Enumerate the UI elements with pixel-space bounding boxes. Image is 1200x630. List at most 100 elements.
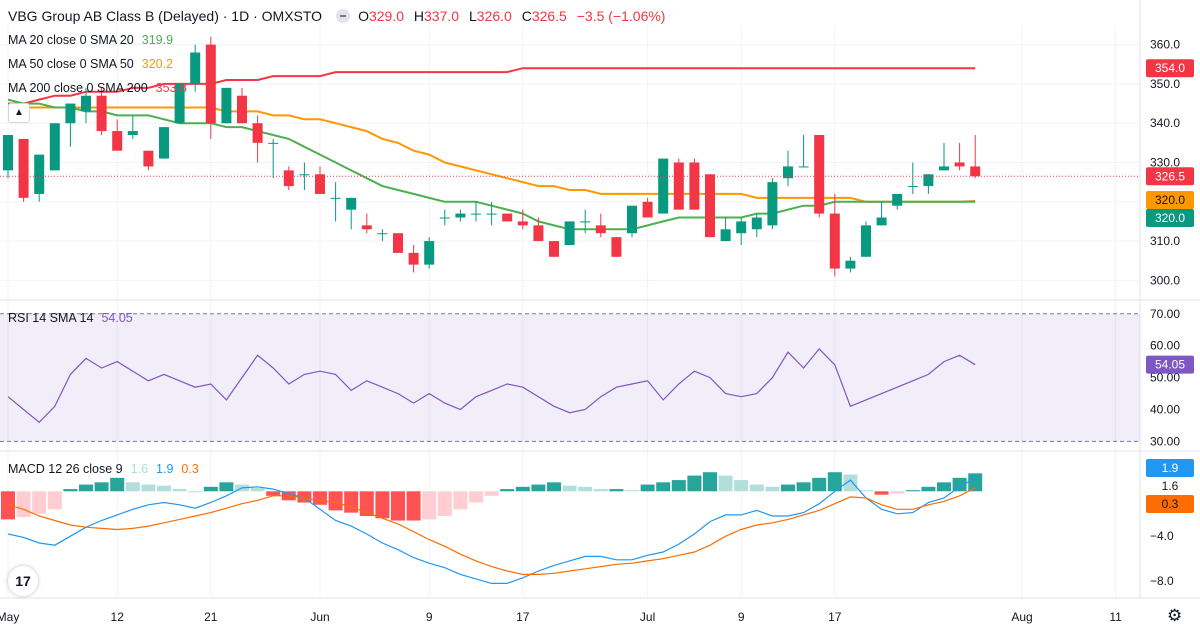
macd-hist-value: 1.6 bbox=[130, 462, 149, 476]
candle-body bbox=[127, 131, 138, 135]
ma20-legend[interactable]: MA 20 close 0 SMA 20 319.9 bbox=[8, 33, 173, 47]
candle-body bbox=[143, 150, 154, 167]
macd-hist-label: 1.6 bbox=[1146, 476, 1194, 495]
ma200-line bbox=[8, 67, 976, 105]
candle-body bbox=[829, 213, 840, 269]
rsi-band bbox=[0, 313, 1140, 442]
macd-bar bbox=[921, 486, 936, 492]
ma50-legend[interactable]: MA 50 close 0 SMA 50 320.2 bbox=[8, 57, 173, 71]
macd-bar bbox=[94, 482, 109, 492]
candle-body bbox=[112, 131, 123, 151]
macd-bar bbox=[859, 490, 873, 492]
ma50-line bbox=[8, 106, 976, 203]
rsi-value-label: 54.05 bbox=[1146, 355, 1194, 374]
macd-bar bbox=[781, 484, 795, 492]
candle-body bbox=[159, 127, 169, 159]
last-price-label: 326.5 bbox=[1146, 167, 1194, 186]
macd-bar bbox=[515, 486, 530, 492]
candle-body bbox=[49, 123, 60, 171]
macd-bar bbox=[937, 482, 951, 492]
ma20-price-label: 320.0 bbox=[1146, 209, 1194, 227]
macd-bar bbox=[203, 486, 218, 492]
macd-bar bbox=[172, 489, 187, 492]
candle-body bbox=[393, 233, 403, 253]
time-tick-label: May bbox=[0, 610, 19, 624]
candle-body bbox=[408, 252, 419, 265]
macd-bar bbox=[188, 491, 203, 493]
candle-body bbox=[845, 260, 856, 269]
macd-bar bbox=[375, 491, 390, 519]
macd-bar bbox=[547, 482, 561, 492]
macd-line-label-bg bbox=[1146, 458, 1194, 477]
ma50-label: MA 50 close 0 SMA 50 bbox=[8, 57, 134, 71]
candle-body bbox=[65, 103, 76, 124]
macd-bar bbox=[297, 491, 312, 503]
candle-body bbox=[954, 162, 965, 167]
candle-body bbox=[595, 225, 606, 234]
macd-signal-label-text: 0.3 bbox=[1162, 497, 1179, 511]
ma20-value: 319.9 bbox=[141, 33, 174, 47]
macd-bar bbox=[266, 491, 281, 496]
macd-bar bbox=[952, 477, 967, 492]
macd-bar bbox=[500, 489, 515, 492]
candle-body bbox=[673, 162, 684, 210]
macd-hist-label-text: 1.6 bbox=[1162, 479, 1179, 493]
candle-body bbox=[174, 83, 185, 124]
candle-body bbox=[486, 213, 497, 215]
macd-bar bbox=[812, 477, 827, 492]
candle-body bbox=[580, 221, 591, 223]
ma200-value: 353.8 bbox=[155, 81, 187, 95]
candle-body bbox=[315, 174, 325, 194]
macd-bar bbox=[453, 491, 468, 510]
macd-bar bbox=[328, 491, 343, 511]
candle-body bbox=[611, 237, 622, 257]
ma20-price-label-text: 320.0 bbox=[1155, 211, 1185, 225]
macd-bar bbox=[422, 491, 437, 520]
tradingview-logo-icon[interactable]: 17 bbox=[8, 566, 38, 596]
hide-legend-icon[interactable] bbox=[336, 9, 351, 23]
macd-bar bbox=[593, 489, 608, 492]
macd-bar bbox=[219, 482, 234, 492]
candle-body bbox=[424, 241, 435, 265]
candle-body bbox=[658, 158, 669, 214]
macd-signal-label-bg bbox=[1146, 494, 1194, 513]
macd-bar bbox=[687, 475, 702, 492]
chart-title: VBG Group AB Class B (Delayed) · 1D · OM… bbox=[8, 8, 323, 24]
price-tick-label: 350.0 bbox=[1150, 77, 1180, 91]
macd-line bbox=[7, 477, 976, 585]
last-price-label-text: 326.5 bbox=[1155, 169, 1185, 183]
macd-bar bbox=[125, 482, 140, 492]
candle-body bbox=[861, 225, 871, 257]
macd-bar bbox=[63, 489, 78, 492]
time-tick-label: 21 bbox=[204, 610, 218, 624]
rsi-value: 54.05 bbox=[101, 311, 133, 325]
candle-body bbox=[190, 52, 201, 84]
macd-bar bbox=[609, 489, 624, 492]
macd-line-label: 1.9 bbox=[1146, 458, 1194, 477]
ma20-price-label-bg bbox=[1146, 209, 1194, 227]
candle-body bbox=[751, 217, 762, 230]
macd-tick-label: −8.0 bbox=[1150, 574, 1174, 588]
ma200-price-label-text: 354.0 bbox=[1155, 61, 1185, 75]
rsi-legend[interactable]: RSI 14 SMA 14 54.05 bbox=[8, 311, 133, 325]
macd-bar bbox=[391, 491, 405, 521]
time-tick-label: 12 bbox=[111, 610, 125, 624]
price-tick-label: 300.0 bbox=[1150, 273, 1180, 287]
macd-legend[interactable]: MACD 12 26 close 9 1.6 1.9 0.3 bbox=[8, 462, 199, 476]
gear-icon[interactable]: ⚙ bbox=[1167, 606, 1183, 625]
candle-body bbox=[517, 221, 528, 226]
macd-bar bbox=[359, 491, 374, 517]
macd-histogram bbox=[1, 472, 983, 521]
macd-bar bbox=[874, 491, 889, 495]
rsi-tick-label: 50.00 bbox=[1150, 371, 1180, 385]
ma50-price-label-text: 320.0 bbox=[1155, 193, 1185, 207]
candle-body bbox=[627, 205, 637, 234]
macd-bar bbox=[843, 474, 858, 492]
chevron-up-icon[interactable]: ▲ bbox=[8, 103, 30, 123]
candle-body bbox=[377, 233, 388, 235]
ma200-legend[interactable]: MA 200 close 0 SMA 200 353.8 bbox=[8, 81, 187, 95]
macd-bar bbox=[79, 484, 93, 492]
candle-body bbox=[205, 44, 216, 124]
macd-signal-value: 0.3 bbox=[181, 462, 199, 476]
